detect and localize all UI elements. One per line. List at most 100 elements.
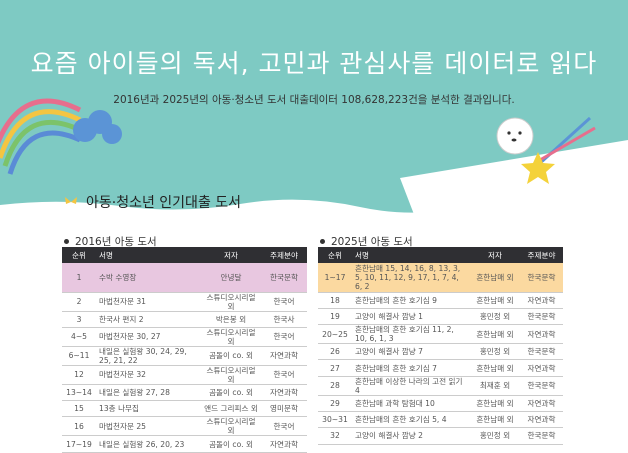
table-2025: 순위 서명 저자 주제분야 1~17 흔한남매 15, 14, 16, 8, 13, 3,…: [318, 247, 563, 445]
table-row: 30~31 흔한남매의 흔한 호기심 5, 4 흔한남매 외 자연과학: [318, 411, 563, 429]
table-row: 29 흔한남매 과학 탐험대 10 흔한남매 외 자연과학: [318, 395, 563, 412]
table-row: 1~17 흔한남매 15, 14, 16, 8, 13, 3, 5, 10, 11…: [318, 263, 563, 293]
table-cell: 한국어: [261, 416, 307, 437]
table-cell: 스튜디오시리얼 외: [201, 365, 261, 385]
table-cell: 흔한남매 이상한 나라의 고전 읽기 4: [352, 376, 470, 396]
table-row: 18 흔한남매의 흔한 호기심 9 흔한남매 외 자연과학: [318, 292, 563, 309]
table-cell: 마법천자문 32: [96, 365, 201, 385]
table-cell: 한국문학: [520, 427, 563, 445]
column-header: 저자: [201, 247, 261, 263]
table-cell: 고양이 해결사 깜냥 7: [352, 343, 470, 361]
table-cell: 자연과학: [261, 435, 307, 453]
table-cell: 흔한남매 외: [470, 359, 520, 377]
cloud-icon: [73, 110, 122, 144]
table-header: 순위 서명 저자 주제분야: [318, 247, 563, 263]
table-cell: 흔한남매의 흔한 호기심 11, 2, 10, 6, 1, 3: [352, 324, 470, 345]
table-cell: 자연과학: [520, 292, 563, 309]
table-cell: 1~17: [318, 263, 352, 293]
table-row: 32 고양이 해결사 깜냥 2 홍민정 외 한국문학: [318, 427, 563, 445]
table-cell: 스튜디오시리얼 외: [201, 292, 261, 312]
table-cell: 26: [318, 343, 352, 361]
table-cell: 한국문학: [261, 263, 307, 293]
caption-2016: 2016년 아동 도서: [64, 234, 157, 249]
table-row: 15 13층 나무집 앤드 그리피스 외 영미문학: [62, 400, 307, 418]
table-cell: 고양이 해결사 깜냥 1: [352, 308, 470, 326]
table-cell: 29: [318, 395, 352, 412]
table-cell: 홍민정 외: [470, 427, 520, 445]
table-row: 13~14 내일은 실험왕 27, 28 곰돌이 co. 외 자연과학: [62, 384, 307, 402]
table-cell: 영미문학: [261, 400, 307, 418]
table-row: 3 한국사 편지 2 박은봉 외 한국사: [62, 311, 307, 328]
butterfly-icon: [65, 197, 77, 204]
table-2016: 순위 서명 저자 주제분야 1 수박 수영장 안녕달 한국문학 2 마법천자문 31 스튜디오시리얼…: [62, 247, 307, 453]
table-row: 2 마법천자문 31 스튜디오시리얼 외 한국어: [62, 292, 307, 312]
table-cell: 홍민정 외: [470, 308, 520, 326]
table-cell: 한국문학: [520, 308, 563, 326]
table-cell: 30~31: [318, 411, 352, 429]
column-header: 주제분야: [520, 247, 563, 263]
table-row: 20~25 흔한남매의 흔한 호기심 11, 2, 10, 6, 1, 3 흔한남매…: [318, 324, 563, 345]
bullet-icon: [64, 239, 69, 244]
table-cell: 마법천자문 30, 27: [96, 327, 201, 347]
table-cell: 2: [62, 292, 96, 312]
table-cell: 16: [62, 416, 96, 437]
bullet-icon: [320, 239, 325, 244]
table-cell: 스튜디오시리얼 외: [201, 327, 261, 347]
column-header: 주제분야: [261, 247, 307, 263]
table-header: 순위 서명 저자 주제분야: [62, 247, 307, 263]
table-row: 1 수박 수영장 안녕달 한국문학: [62, 263, 307, 293]
table-row: 28 흔한남매 이상한 나라의 고전 읽기 4 최재훈 외 한국문학: [318, 376, 563, 396]
table-cell: 자연과학: [520, 324, 563, 345]
caption-text: 2016년 아동 도서: [75, 236, 157, 248]
table-cell: 17~19: [62, 435, 96, 453]
table-cell: 박은봉 외: [201, 311, 261, 328]
table-row: 26 고양이 해결사 깜냥 7 홍민정 외 한국문학: [318, 343, 563, 361]
column-header: 순위: [62, 247, 96, 263]
table-row: 4~5 마법천자문 30, 27 스튜디오시리얼 외 한국어: [62, 327, 307, 347]
table-cell: 흔한남매 외: [470, 292, 520, 309]
table-cell: 한국어: [261, 327, 307, 347]
column-header: 서명: [352, 247, 470, 263]
table-row: 6~11 내일은 실험왕 30, 24, 29, 25, 21, 22 곰돌이 co…: [62, 346, 307, 366]
caption-2025: 2025년 아동 도서: [320, 234, 413, 249]
table-cell: 흔한남매의 흔한 호기심 7: [352, 359, 470, 377]
table-cell: 자연과학: [520, 359, 563, 377]
table-cell: 마법천자문 25: [96, 416, 201, 437]
section-heading: 아동·청소년 인기대출 도서: [64, 192, 241, 212]
table-cell: 흔한남매 외: [470, 263, 520, 293]
table-cell: 곰돌이 co. 외: [201, 435, 261, 453]
column-header: 순위: [318, 247, 352, 263]
table-cell: 한국사: [261, 311, 307, 328]
section-title: 아동·청소년 인기대출 도서: [86, 195, 242, 211]
table-cell: 한국문학: [520, 376, 563, 396]
table-cell: 곰돌이 co. 외: [201, 384, 261, 402]
table-cell: 흔한남매 외: [470, 395, 520, 412]
table-cell: 홍민정 외: [470, 343, 520, 361]
column-header: 서명: [96, 247, 201, 263]
table-cell: 한국사 편지 2: [96, 311, 201, 328]
table-cell: 27: [318, 359, 352, 377]
table-cell: 13층 나무집: [96, 400, 201, 418]
table-cell: 3: [62, 311, 96, 328]
table-cell: 20~25: [318, 324, 352, 345]
table-cell: 32: [318, 427, 352, 445]
table-cell: 흔한남매 외: [470, 411, 520, 429]
table-cell: 12: [62, 365, 96, 385]
table-cell: 앤드 그리피스 외: [201, 400, 261, 418]
table-cell: 흔한남매 외: [470, 324, 520, 345]
table-cell: 내일은 실험왕 26, 20, 23: [96, 435, 201, 453]
table-cell: 마법천자문 31: [96, 292, 201, 312]
table-cell: 한국문학: [520, 263, 563, 293]
column-header: 저자: [470, 247, 520, 263]
rainbow-icon: [0, 98, 82, 175]
decoration-illustrations: [0, 98, 596, 184]
table-cell: 한국어: [261, 365, 307, 385]
table-cell: 곰돌이 co. 외: [201, 346, 261, 366]
table-cell: 18: [318, 292, 352, 309]
table-row: 12 마법천자문 32 스튜디오시리얼 외 한국어: [62, 365, 307, 385]
table-cell: 고양이 해결사 깜냥 2: [352, 427, 470, 445]
table-cell: 한국문학: [520, 343, 563, 361]
table-cell: 흔한남매의 흔한 호기심 9: [352, 292, 470, 309]
table-cell: 6~11: [62, 346, 96, 366]
table-cell: 내일은 실험왕 30, 24, 29, 25, 21, 22: [96, 346, 201, 366]
